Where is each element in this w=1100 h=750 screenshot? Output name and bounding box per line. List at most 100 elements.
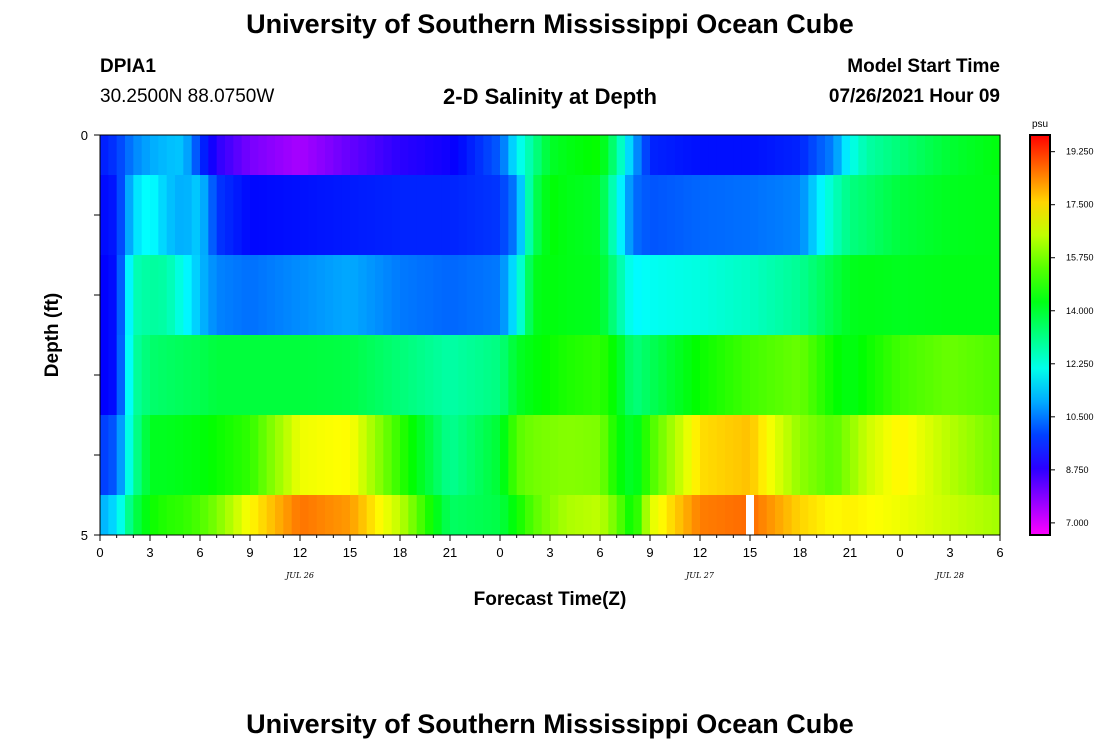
heatmap-cell <box>658 495 668 535</box>
heatmap-cell <box>400 175 409 255</box>
heatmap-cell <box>708 255 718 335</box>
heatmap-cell <box>100 415 109 495</box>
heatmap-cell <box>508 415 518 495</box>
heatmap-cell <box>900 135 909 175</box>
colorbar-tick-label: 14.000 <box>1066 306 1094 316</box>
heatmap-cell <box>300 255 309 335</box>
heatmap-cell <box>541 135 551 175</box>
heatmap-cell <box>525 175 534 255</box>
heatmap-cell <box>691 495 701 535</box>
heatmap-cell <box>475 495 484 535</box>
heatmap-cell <box>100 135 109 175</box>
heatmap-cell <box>233 335 243 415</box>
heatmap-cell <box>925 175 934 255</box>
heatmap-cell <box>441 495 451 535</box>
heatmap-cell <box>866 415 876 495</box>
heatmap-cell <box>441 175 451 255</box>
heatmap-cell <box>966 415 976 495</box>
heatmap-cell <box>283 255 293 335</box>
heatmap-cell <box>616 255 626 335</box>
heatmap-cell <box>275 495 284 535</box>
heatmap-cell <box>200 135 209 175</box>
heatmap-cell <box>508 175 518 255</box>
x-tick-label: 0 <box>496 545 503 560</box>
heatmap-cell <box>100 335 109 415</box>
heatmap-cell <box>191 415 201 495</box>
heatmap-cell <box>500 135 509 175</box>
heatmap-cell <box>783 495 793 535</box>
heatmap-cell <box>150 495 159 535</box>
heatmap-cell <box>591 335 601 415</box>
heatmap-cell <box>791 415 801 495</box>
heatmap-cell <box>741 175 751 255</box>
heatmap-cell <box>141 255 151 335</box>
heatmap-cell <box>675 135 684 175</box>
colorbar <box>1029 134 1051 536</box>
page-title: University of Southern Mississippi Ocean… <box>246 9 854 39</box>
heatmap-cell <box>325 495 334 535</box>
heatmap-cell <box>975 335 984 415</box>
heatmap-cell <box>933 135 943 175</box>
heatmap-cell <box>591 255 601 335</box>
heatmap-cell <box>416 495 426 535</box>
heatmap-cell <box>950 135 959 175</box>
heatmap-cell <box>916 175 926 255</box>
heatmap-cell <box>683 255 693 335</box>
heatmap-cell <box>241 135 251 175</box>
x-tick-label: 21 <box>443 545 457 560</box>
heatmap-cell <box>175 135 184 175</box>
heatmap-cell <box>766 135 776 175</box>
footer-title: University of Southern Mississippi Ocean… <box>246 709 854 739</box>
heatmap-cell <box>766 255 776 335</box>
heatmap-cell <box>633 255 643 335</box>
heatmap-cell <box>800 135 809 175</box>
heatmap-cell <box>291 335 301 415</box>
heatmap-cell <box>583 495 593 535</box>
heatmap-cell <box>158 255 168 335</box>
colorbar-tick-label: 10.500 <box>1066 412 1094 422</box>
heatmap-cell <box>258 495 268 535</box>
heatmap-cell <box>333 415 343 495</box>
heatmap-cell <box>791 135 801 175</box>
heatmap-cell <box>650 255 659 335</box>
heatmap-cell <box>550 175 559 255</box>
heatmap-cell <box>550 415 559 495</box>
heatmap-cell <box>358 135 368 175</box>
heatmap-cell <box>133 175 143 255</box>
heatmap-cell <box>375 255 384 335</box>
heatmap-cell <box>191 335 201 415</box>
heatmap-cell <box>525 415 534 495</box>
heatmap-cell <box>658 335 668 415</box>
heatmap-cell <box>633 415 643 495</box>
heatmap-cell <box>391 495 401 535</box>
heatmap-cell <box>416 175 426 255</box>
heatmap-cell <box>375 135 384 175</box>
heatmap-cell <box>375 175 384 255</box>
heatmap-cell <box>308 495 318 535</box>
heatmap-cell <box>816 415 826 495</box>
heatmap-cell <box>183 255 193 335</box>
date-label: JUL 28 <box>934 571 964 580</box>
heatmap-cell <box>966 175 976 255</box>
heatmap-cell <box>508 335 518 415</box>
heatmap-cell <box>433 175 443 255</box>
heatmap-cell <box>450 415 459 495</box>
heatmap-cell <box>108 495 118 535</box>
heatmap-cell <box>875 495 884 535</box>
heatmap-cell <box>158 335 168 415</box>
model-start-label: Model Start Time <box>847 56 1000 77</box>
heatmap-cell <box>891 135 901 175</box>
heatmap-cell <box>250 255 259 335</box>
heatmap-cell <box>733 135 743 175</box>
heatmap-cell <box>991 335 1001 415</box>
heatmap-cell <box>608 495 618 535</box>
heatmap-cell <box>175 175 184 255</box>
heatmap-cell <box>108 135 118 175</box>
heatmap-cell <box>116 135 126 175</box>
heatmap-cell <box>833 415 843 495</box>
heatmap-cell <box>508 255 518 335</box>
heatmap-cell <box>825 415 834 495</box>
heatmap-cell <box>583 135 593 175</box>
heatmap-cell <box>358 495 368 535</box>
heatmap-cell <box>358 175 368 255</box>
